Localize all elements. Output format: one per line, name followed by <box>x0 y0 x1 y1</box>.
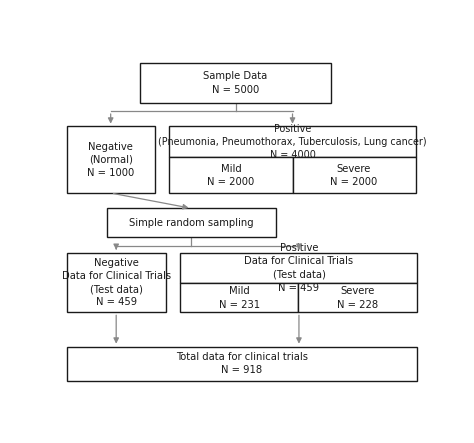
Text: Mild
N = 2000: Mild N = 2000 <box>207 163 255 187</box>
Text: Severe
N = 2000: Severe N = 2000 <box>330 163 378 187</box>
Text: Negative
Data for Clinical Trials
(Test data)
N = 459: Negative Data for Clinical Trials (Test … <box>62 258 171 307</box>
Text: Sample Data
N = 5000: Sample Data N = 5000 <box>203 71 268 95</box>
FancyBboxPatch shape <box>66 346 418 381</box>
FancyBboxPatch shape <box>66 127 155 193</box>
FancyBboxPatch shape <box>169 127 416 157</box>
Text: Severe
N = 228: Severe N = 228 <box>337 286 378 310</box>
FancyBboxPatch shape <box>181 284 298 312</box>
Text: Total data for clinical trials
N = 918: Total data for clinical trials N = 918 <box>176 352 308 375</box>
FancyBboxPatch shape <box>169 157 292 193</box>
FancyBboxPatch shape <box>66 253 166 312</box>
Text: Positive
(Pneumonia, Pneumothorax, Tuberculosis, Lung cancer)
N = 4000: Positive (Pneumonia, Pneumothorax, Tuber… <box>158 124 427 160</box>
Text: Simple random sampling: Simple random sampling <box>129 218 254 228</box>
FancyBboxPatch shape <box>181 253 418 284</box>
Text: Positive
Data for Clinical Trials
(Test data)
N = 459: Positive Data for Clinical Trials (Test … <box>245 243 354 293</box>
FancyBboxPatch shape <box>298 284 418 312</box>
Text: Negative
(Normal)
N = 1000: Negative (Normal) N = 1000 <box>87 142 134 178</box>
FancyBboxPatch shape <box>292 157 416 193</box>
FancyBboxPatch shape <box>140 63 331 103</box>
FancyBboxPatch shape <box>107 208 276 237</box>
Text: Mild
N = 231: Mild N = 231 <box>219 286 260 310</box>
